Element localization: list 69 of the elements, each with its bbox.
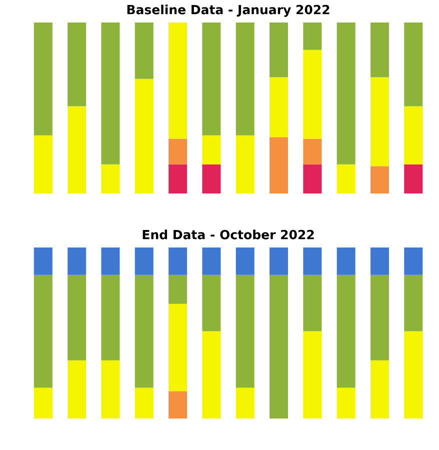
bar	[404, 106, 423, 164]
bar	[34, 248, 52, 275]
bar	[134, 22, 154, 79]
bar	[270, 77, 288, 138]
bar	[404, 22, 423, 106]
bar	[236, 22, 254, 136]
bar	[270, 274, 288, 418]
bar	[134, 78, 154, 194]
bar	[303, 138, 322, 164]
bar	[404, 248, 423, 275]
chart-title: Baseline Data - January 2022	[127, 4, 330, 17]
bar	[336, 388, 356, 418]
bar	[236, 135, 254, 194]
bar	[270, 248, 288, 275]
bar	[202, 135, 221, 164]
bar	[168, 164, 188, 194]
bar	[168, 22, 188, 139]
bar	[336, 274, 356, 388]
bar	[134, 274, 154, 388]
bar	[303, 274, 322, 332]
bar	[68, 22, 86, 106]
bar	[202, 164, 221, 194]
bar	[101, 360, 120, 418]
bar	[404, 164, 423, 194]
chart-title: End Data - October 2022	[142, 230, 314, 240]
bar	[336, 248, 356, 275]
bar	[303, 331, 322, 418]
bar	[236, 388, 254, 418]
bar	[34, 388, 52, 418]
bar	[370, 248, 389, 275]
bar	[303, 50, 322, 139]
bar	[202, 248, 221, 275]
bar	[303, 22, 322, 50]
bar	[404, 274, 423, 332]
bar	[68, 274, 86, 360]
bar	[68, 106, 86, 194]
bar	[336, 22, 356, 164]
bar	[34, 22, 52, 136]
bar	[303, 164, 322, 194]
bar	[370, 77, 389, 166]
bar	[101, 248, 120, 275]
bar	[168, 391, 188, 418]
bar	[168, 274, 188, 304]
bar	[68, 248, 86, 275]
bar	[68, 360, 86, 418]
bar	[34, 274, 52, 388]
bar	[404, 331, 423, 418]
bar	[370, 22, 389, 78]
bar	[370, 166, 389, 194]
bar	[134, 388, 154, 418]
bar	[270, 22, 288, 78]
bar	[370, 274, 389, 360]
bar	[101, 274, 120, 360]
bar	[101, 22, 120, 164]
bar	[168, 304, 188, 392]
bar	[134, 248, 154, 275]
bar	[270, 137, 288, 194]
bar	[34, 135, 52, 194]
bar	[101, 164, 120, 194]
bar	[370, 360, 389, 418]
bar	[168, 248, 188, 275]
bar	[303, 248, 322, 275]
bar	[168, 138, 188, 164]
bar	[236, 248, 254, 275]
bar	[202, 274, 221, 332]
bar	[236, 274, 254, 388]
bar	[202, 331, 221, 418]
bar	[202, 22, 221, 136]
bar	[336, 164, 356, 194]
